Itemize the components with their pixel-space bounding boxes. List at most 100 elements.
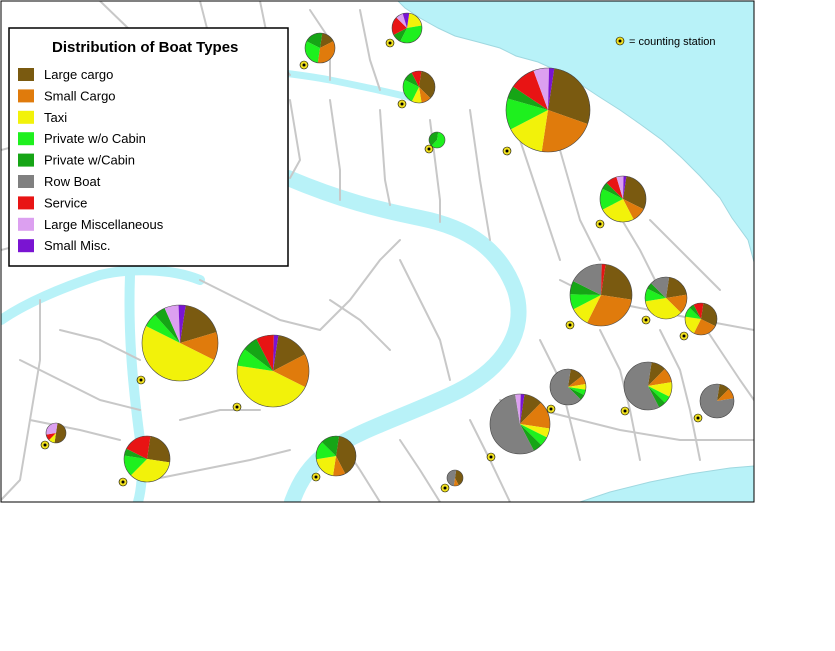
pie-slice (533, 68, 550, 110)
pie-outline (623, 361, 673, 411)
pie-slice (602, 199, 634, 222)
pie-slice (304, 41, 320, 63)
pie-slice (453, 478, 459, 486)
pie-slice (411, 71, 422, 87)
pie-slice (396, 13, 407, 28)
pie-slice (256, 335, 274, 371)
legend-label: Small Misc. (44, 238, 110, 253)
pie-outline (644, 276, 688, 320)
lagoon-water (397, 1, 754, 263)
pie-slice (623, 199, 644, 220)
pie-chart-layer (45, 12, 735, 487)
pie-slice (600, 188, 623, 210)
counting-station-dot (388, 41, 392, 45)
pie-slice (446, 469, 457, 486)
pie-slice (178, 305, 186, 343)
pie-outline (599, 175, 647, 223)
pie-slice (393, 28, 407, 42)
legend-swatch (18, 196, 34, 210)
pie-slice (648, 368, 672, 386)
pie-slice (701, 303, 717, 327)
pie-slice (700, 383, 734, 418)
pie-slice (606, 176, 623, 199)
counting-station-layer (40, 38, 703, 493)
pie-slice (506, 98, 548, 130)
pie-slice (647, 283, 666, 298)
pie-slice (46, 422, 58, 435)
pie-slice (550, 369, 581, 405)
station-note: = counting station (615, 36, 716, 48)
pie-outline (699, 383, 735, 419)
pie-slice (411, 87, 422, 103)
pie-slice (147, 436, 170, 463)
legend-label: Taxi (44, 110, 67, 125)
map-border (0, 0, 755, 503)
pie-outline (45, 422, 67, 444)
legend-label: Service (44, 195, 87, 210)
pie-slice (685, 316, 701, 334)
pie-outline (141, 304, 219, 382)
pie-outline (569, 263, 633, 327)
counting-station-dot (682, 334, 686, 338)
legend-swatch (18, 175, 34, 188)
counting-station-dot (489, 455, 493, 459)
legend-label: Row Boat (44, 174, 101, 189)
counting-station-dot (121, 480, 125, 484)
pie-slice (520, 424, 547, 446)
pie-slice (623, 176, 646, 210)
pie-outline (402, 70, 436, 104)
pie-slice (490, 394, 534, 455)
pie-slice (124, 448, 147, 459)
pie-slice (336, 436, 356, 474)
pie-outline (123, 435, 171, 483)
pie-slice (515, 394, 521, 424)
pie-slice (273, 335, 279, 371)
pie-slice (180, 305, 217, 343)
pie-slice (548, 68, 555, 110)
pie-outline (489, 393, 551, 455)
pie-slice (648, 382, 673, 397)
pie-slice (48, 433, 56, 443)
pie-slice (520, 394, 525, 424)
pie-slice (400, 25, 422, 43)
counting-station-dot (427, 147, 431, 151)
pie-slice (316, 441, 336, 460)
pie-slice (570, 281, 601, 295)
station-note-dot (618, 39, 622, 43)
legend-swatch (18, 132, 34, 146)
counting-station-dot (598, 222, 602, 226)
pie-slice (693, 303, 704, 319)
pie-slice (573, 295, 601, 323)
pie-slice (601, 264, 606, 295)
pie-slice (317, 41, 335, 64)
legend-title: Distribution of Boat Types (52, 39, 238, 56)
pie-slice (693, 319, 716, 335)
counting-station-dot (443, 486, 447, 490)
pie-slice (601, 264, 632, 300)
legend-label: Large cargo (44, 67, 113, 82)
station-note-label: = counting station (629, 36, 716, 48)
pie-outline (505, 67, 591, 153)
pie-slice (573, 264, 602, 295)
pie-slice (648, 362, 665, 386)
pie-slice (685, 307, 701, 319)
pie-slice (568, 369, 583, 387)
pie-slice (520, 424, 550, 438)
pie-slice (431, 132, 445, 148)
pie-outline (315, 435, 357, 477)
pie-slice (568, 375, 586, 387)
pie-slice (717, 384, 729, 401)
counting-station-dot (43, 443, 47, 447)
legend-label: Small Cargo (44, 88, 116, 103)
legend-swatch (18, 110, 34, 124)
pie-slice (568, 387, 586, 396)
pie-slice (130, 459, 170, 482)
pie-slice (520, 394, 542, 424)
legend-swatch (18, 89, 34, 103)
pie-slice (568, 384, 586, 390)
pie-slice (236, 365, 306, 408)
west-side-canal (124, 270, 148, 502)
pie-slice (402, 12, 410, 28)
pie-slice (623, 176, 627, 199)
pie-slice (624, 362, 660, 411)
